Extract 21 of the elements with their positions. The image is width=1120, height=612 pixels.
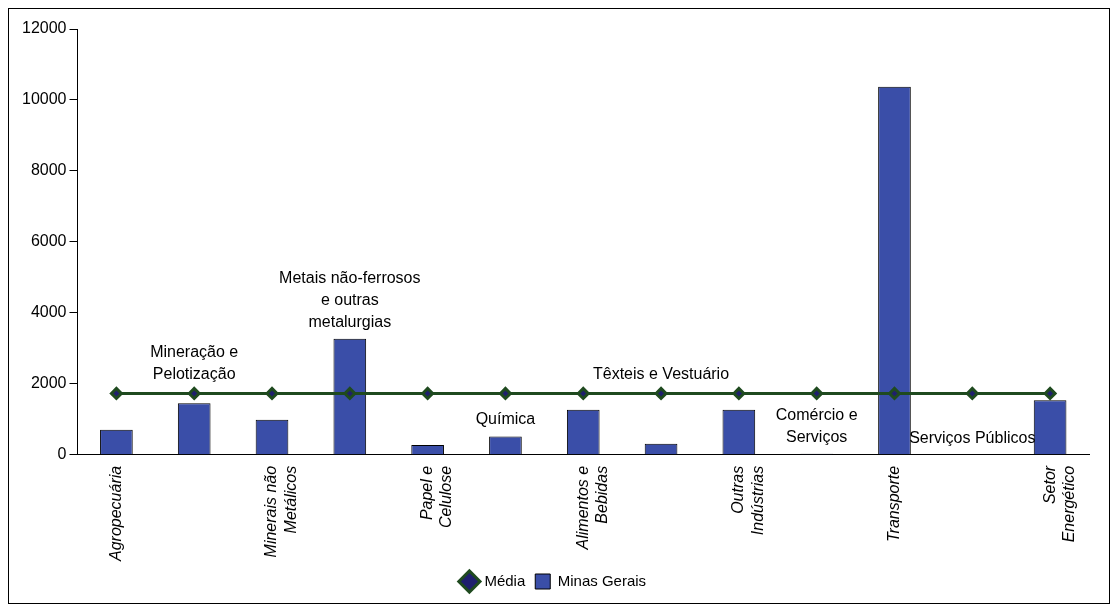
y-tick-label: 2000 xyxy=(30,374,67,392)
x-tick-label: Química xyxy=(474,409,537,430)
y-tick-label: 6000 xyxy=(30,232,67,250)
x-tick-label: Alimentos e Bebidas xyxy=(573,465,610,551)
x-tick-label: Outras Indústrias xyxy=(729,465,766,536)
x-tick-label: Setor Energético xyxy=(1040,465,1077,543)
y-tick-label: 8000 xyxy=(30,161,67,179)
x-tick-label: Mineração e Pelotização xyxy=(149,342,240,385)
x-tick-label: Têxteis e Vestuário xyxy=(592,364,731,385)
legend-label: Média xyxy=(484,571,526,589)
x-tick-label: Papel e Celulose xyxy=(418,465,455,529)
y-tick-label: 4000 xyxy=(30,303,67,321)
y-tick-label: 12000 xyxy=(21,19,67,37)
x-tick-label: Transporte xyxy=(884,465,902,543)
x-tick-label: Minerais não Metálicos xyxy=(262,465,299,558)
x-tick-label: Metais não-ferrosos e outras metalurgias xyxy=(278,267,422,332)
legend-label: Minas Gerais xyxy=(557,571,647,589)
y-tick-label: 10000 xyxy=(21,90,67,108)
y-tick-label: 0 xyxy=(57,445,67,463)
x-tick-label: Agropecuária xyxy=(106,465,124,562)
x-tick-label: Comércio e Serviços xyxy=(774,404,859,447)
